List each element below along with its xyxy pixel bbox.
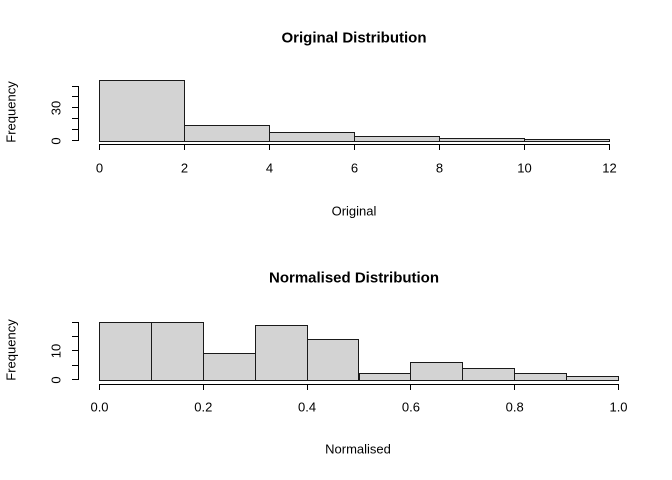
x-tick-label: 2: [180, 160, 189, 176]
x-tick-label: 4: [265, 160, 274, 176]
x-tick-label: 1.0: [609, 399, 628, 415]
y-tick-label: 0: [48, 376, 64, 384]
y-axis-title-frequency-top: Frequency: [3, 81, 19, 143]
y-tick-mark: [72, 364, 78, 366]
x-axis-title-normalised: Normalised: [325, 441, 391, 457]
histogram-bar: [462, 367, 516, 381]
x-tick-label: 0.6: [401, 399, 420, 415]
x-tick-mark: [306, 383, 308, 390]
x-axis-line: [99, 383, 619, 385]
y-tick-mark: [72, 118, 78, 120]
y-tick-label: 30: [48, 101, 64, 116]
x-tick-mark: [514, 383, 516, 390]
x-tick-mark: [99, 383, 100, 390]
x-tick-label: 0: [95, 160, 104, 176]
histogram-bar: [99, 321, 152, 381]
x-tick-label: 12: [602, 160, 617, 176]
x-tick-mark: [618, 383, 619, 390]
histogram-bar: [439, 137, 525, 142]
y-tick-label: 10: [48, 344, 64, 359]
x-tick-label: 0.4: [298, 399, 317, 415]
y-tick-label: 0: [48, 137, 64, 145]
histogram-bar: [150, 321, 204, 381]
y-tick-mark: [72, 107, 78, 109]
histogram-bar: [524, 138, 610, 142]
y-axis-line: [78, 321, 79, 380]
x-tick-label: 8: [435, 160, 444, 176]
histogram-bar: [202, 353, 256, 381]
x-tick-label: 0.8: [505, 399, 524, 415]
histogram-bar: [514, 373, 568, 381]
y-axis-line: [78, 85, 79, 141]
y-tick-mark: [72, 140, 78, 141]
y-axis-title-frequency-bottom: Frequency: [3, 319, 19, 381]
x-tick-label: 0.0: [90, 399, 109, 415]
histogram-bar: [566, 376, 619, 381]
x-axis-title-original: Original: [331, 203, 377, 219]
x-tick-label: 6: [350, 160, 359, 176]
histogram-bar: [358, 373, 412, 381]
histogram-bar: [99, 80, 185, 142]
x-tick-mark: [269, 144, 270, 150]
histogram-bar: [306, 338, 360, 381]
x-tick-mark: [609, 144, 610, 150]
x-tick-label: 0.2: [194, 399, 213, 415]
y-tick-mark: [72, 336, 78, 338]
histogram-bar: [184, 124, 270, 142]
x-tick-label: 10: [517, 160, 532, 176]
y-tick-mark: [72, 379, 78, 380]
x-tick-mark: [439, 144, 440, 150]
chart-title-original: Original Distribution: [281, 29, 427, 47]
x-tick-mark: [524, 144, 525, 150]
x-tick-mark: [202, 383, 204, 390]
histogram-bar: [254, 324, 308, 381]
x-tick-mark: [99, 144, 100, 150]
x-tick-mark: [184, 144, 185, 150]
y-tick-mark: [72, 350, 78, 352]
y-tick-mark: [72, 85, 78, 87]
histogram-bar: [269, 132, 355, 142]
chart-title-normalised: Normalised Distribution: [268, 269, 440, 287]
x-tick-mark: [354, 144, 355, 150]
x-tick-mark: [410, 383, 412, 390]
y-tick-mark: [72, 129, 78, 131]
histogram-bar: [410, 361, 464, 381]
y-tick-mark: [72, 321, 78, 323]
y-tick-mark: [72, 96, 78, 98]
histogram-bar: [354, 135, 440, 142]
